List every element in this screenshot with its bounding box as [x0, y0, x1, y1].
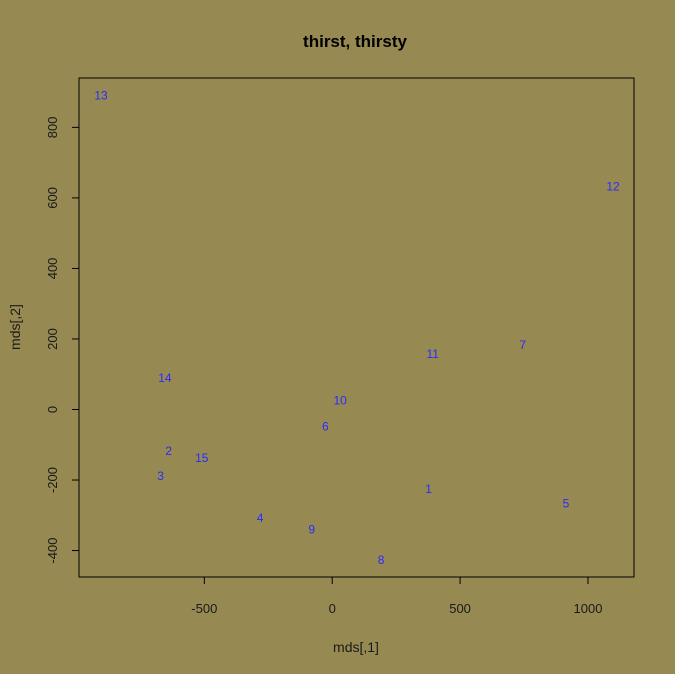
- y-tick-label: 0: [45, 406, 60, 413]
- point-label-15: 15: [195, 451, 209, 465]
- y-tick-label: 200: [45, 328, 60, 350]
- y-tick-label: 600: [45, 187, 60, 209]
- x-tick-label: 1000: [574, 601, 603, 616]
- y-tick-label: -200: [45, 467, 60, 493]
- chart-title: thirst, thirsty: [303, 32, 407, 51]
- point-label-1: 1: [425, 482, 432, 496]
- x-axis: -500 0 500 1000: [191, 576, 603, 616]
- y-tick-label: -400: [45, 538, 60, 564]
- x-tick-label: 0: [329, 601, 336, 616]
- point-label-7: 7: [519, 338, 526, 352]
- point-label-4: 4: [257, 511, 264, 525]
- point-label-6: 6: [322, 419, 329, 433]
- point-label-11: 11: [426, 347, 439, 361]
- point-label-13: 13: [94, 89, 108, 103]
- point-label-2: 2: [165, 444, 172, 458]
- point-label-8: 8: [378, 553, 385, 567]
- x-axis-label: mds[,1]: [333, 639, 379, 655]
- y-axis-label: mds[,2]: [7, 304, 23, 350]
- x-tick-label: 500: [449, 601, 471, 616]
- point-label-14: 14: [158, 371, 172, 385]
- x-tick-label: -500: [191, 601, 217, 616]
- y-axis: -400 -200 0 200 400 600 800: [45, 117, 80, 564]
- point-label-3: 3: [157, 469, 164, 483]
- point-label-9: 9: [308, 522, 315, 536]
- y-tick-label: 800: [45, 117, 60, 139]
- point-label-12: 12: [606, 180, 620, 194]
- y-tick-label: 400: [45, 258, 60, 280]
- point-label-5: 5: [563, 497, 570, 511]
- point-label-10: 10: [333, 394, 347, 408]
